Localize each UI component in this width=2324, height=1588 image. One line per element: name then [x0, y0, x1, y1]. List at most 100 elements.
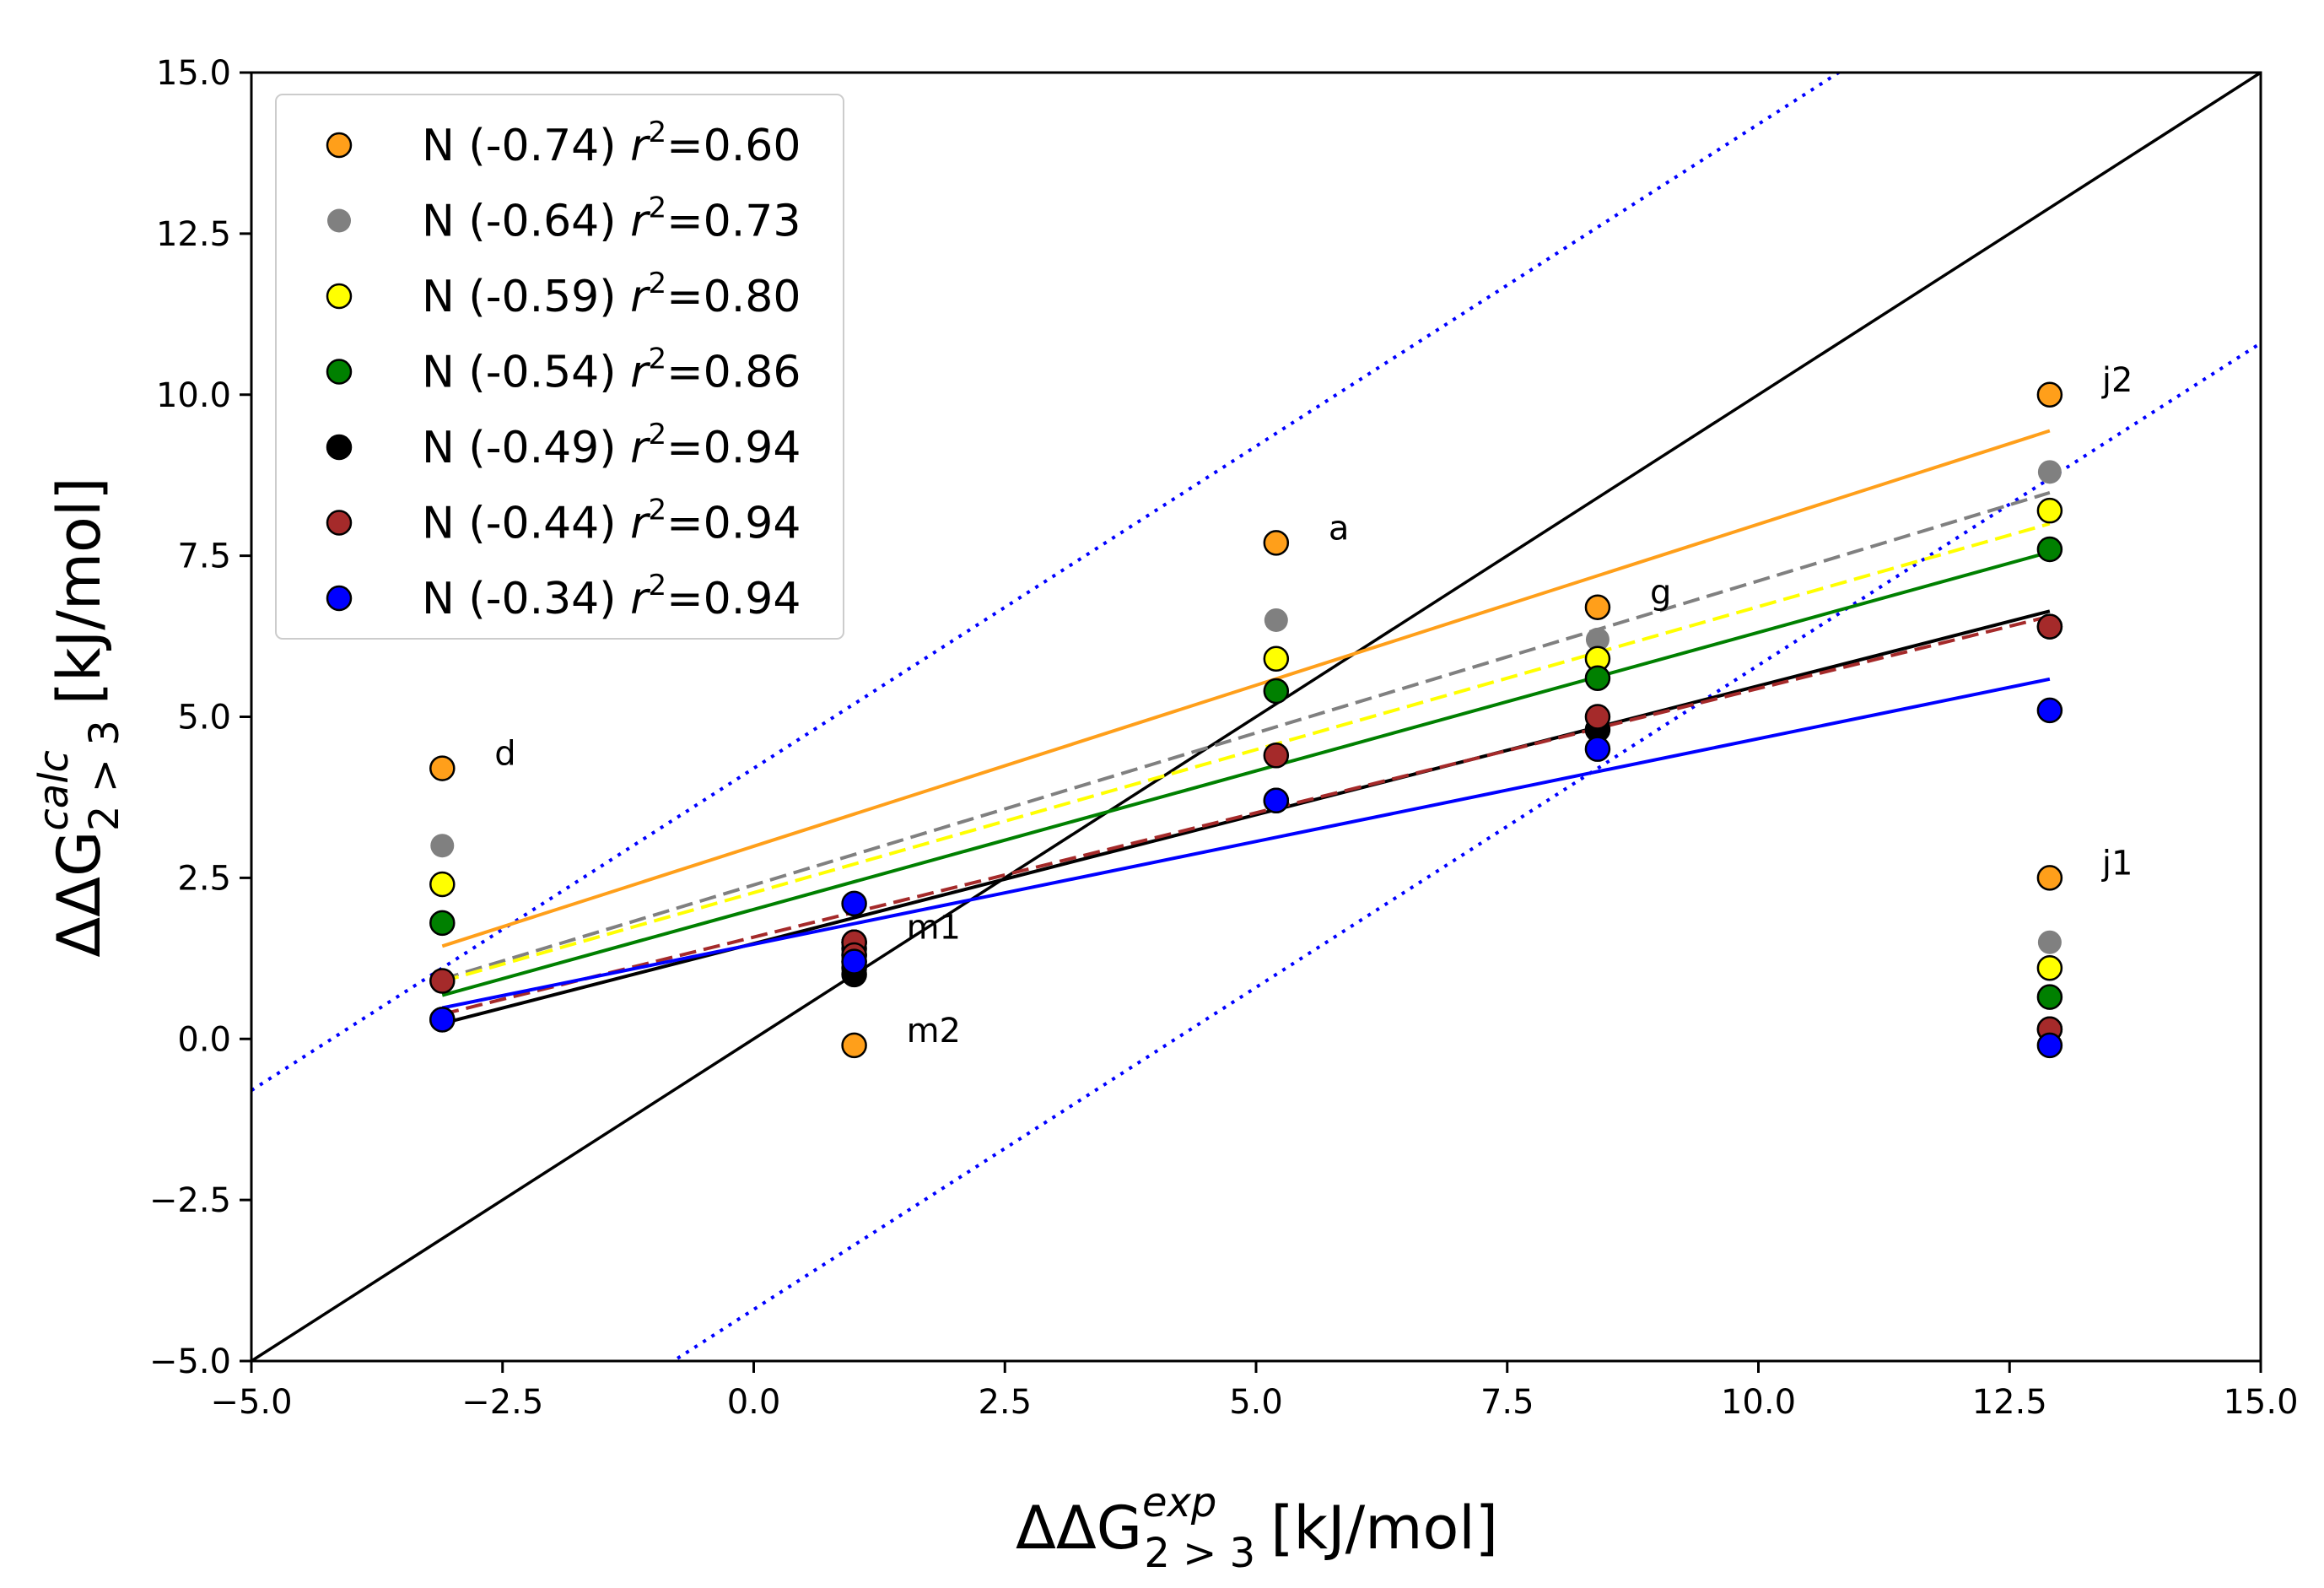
x-axis-title: ΔΔGexp 2 > 3 [kJ/mol]	[1016, 1479, 1498, 1577]
point-label-a: a	[1329, 509, 1350, 548]
fit-line-series-3	[441, 521, 2051, 983]
point-series-6-5	[1584, 704, 1611, 730]
legend-label-6: N (-0.44) r2=0.94	[422, 494, 801, 549]
legend-label-4: N (-0.54) r2=0.86	[422, 343, 801, 398]
fit-lines	[441, 429, 2051, 1025]
y-axis-title-sub: 2 > 3	[81, 720, 128, 831]
y-axis-title-prefix: ΔΔG	[45, 831, 114, 958]
point-series-7-2	[841, 890, 867, 917]
reference-lines	[251, 73, 2261, 1361]
point-series-1-4	[1263, 530, 1290, 556]
point-label-m2: m2	[907, 1012, 961, 1051]
point-series-7-1	[429, 1007, 456, 1033]
legend-r2-value: =0.80	[666, 272, 801, 322]
point-label-d: d	[494, 735, 515, 774]
y-tick-label: −5.0	[149, 1342, 231, 1381]
y-tick-label: 5.0	[177, 699, 231, 737]
point-series-4-4	[1263, 678, 1290, 705]
point-series-6-4	[1263, 743, 1290, 769]
x-tick-label: −2.5	[461, 1383, 543, 1422]
y-axis-title: ΔΔGcalc2 > 3 [kJ/mol]	[30, 477, 128, 957]
legend-marker-6	[326, 510, 353, 536]
point-series-2-6	[2037, 460, 2062, 484]
legend-series-name: N (-0.59)	[422, 272, 630, 322]
point-series-7-6	[2036, 697, 2063, 724]
point-series-7-3	[841, 948, 867, 975]
legend-label-1: N (-0.74) r2=0.60	[422, 116, 801, 171]
legend-series-name: N (-0.49)	[422, 423, 630, 473]
fit-line-series-1	[441, 429, 2051, 948]
x-tick-label: −5.0	[210, 1383, 292, 1422]
legend-r-exponent: 2	[648, 116, 666, 149]
data-points	[429, 381, 2063, 1059]
point-series-4-5	[1584, 665, 1611, 691]
point-series-3-1	[429, 871, 456, 898]
point-series-4-7	[2036, 984, 2063, 1010]
legend-r-symbol: r	[630, 574, 651, 624]
legend-r-exponent: 2	[648, 569, 666, 602]
point-series-4-6	[2036, 536, 2063, 563]
point-series-7-5	[1584, 736, 1611, 762]
reference-line-upper-bound-y-x-4-2	[251, 73, 1842, 1093]
point-series-7-4	[1263, 787, 1290, 814]
x-tick-label: 5.0	[1229, 1383, 1283, 1422]
legend-series-name: N (-0.54)	[422, 348, 630, 398]
legend-marker-7	[326, 585, 353, 612]
legend-r-exponent: 2	[648, 192, 666, 225]
legend-marker-1	[326, 132, 353, 159]
legend-r2-value: =0.94	[666, 574, 801, 624]
legend-label-5: N (-0.49) r2=0.94	[422, 418, 801, 473]
point-label-m1: m1	[907, 909, 961, 948]
point-series-1-3	[841, 1032, 867, 1059]
fit-line-series-6	[441, 614, 2051, 1016]
legend-r-symbol: r	[630, 121, 651, 171]
point-series-1-6	[2036, 381, 2063, 408]
legend-r-symbol: r	[630, 423, 651, 473]
y-axis-ticks: −5.0 −2.5 0.0 2.5 5.0 7.5 10.0 12.5 15.0	[149, 54, 251, 1381]
x-axis-title-prefix: ΔΔG	[1016, 1493, 1142, 1563]
legend-r-exponent: 2	[648, 343, 666, 376]
x-axis-title-sup: exp	[1142, 1479, 1216, 1526]
x-tick-label: 2.5	[978, 1383, 1032, 1422]
fit-line-series-2	[441, 490, 2051, 981]
legend-series-name: N (-0.64)	[422, 197, 630, 247]
legend-series-name: N (-0.44)	[422, 499, 630, 549]
y-axis-title-unit: [kJ/mol]	[45, 477, 114, 705]
legend-label-3: N (-0.59) r2=0.80	[422, 267, 801, 322]
point-series-2-7	[2037, 930, 2062, 954]
point-series-6-1	[429, 968, 456, 994]
legend-series-name: N (-0.34)	[422, 574, 630, 624]
legend-r-symbol: r	[630, 348, 651, 398]
legend-r-symbol: r	[630, 272, 651, 322]
legend-r-exponent: 2	[648, 267, 666, 300]
point-series-2-5	[1585, 627, 1610, 651]
legend-box	[275, 94, 844, 640]
point-series-1-1	[429, 755, 456, 781]
legend: N (-0.74) r2=0.60N (-0.64) r2=0.73N (-0.…	[275, 94, 844, 640]
legend-r-exponent: 2	[648, 418, 666, 451]
legend-label-7: N (-0.34) r2=0.94	[422, 569, 801, 624]
point-labels: d m1 m2 a g j2 j1	[494, 361, 2133, 1051]
y-tick-label: 2.5	[177, 859, 231, 898]
point-series-1-7	[2036, 865, 2063, 891]
legend-r2-value: =0.73	[666, 197, 801, 247]
legend-r-symbol: r	[630, 197, 651, 247]
x-tick-label: 12.5	[1972, 1383, 2047, 1422]
reference-line-identity-y-x	[251, 73, 2261, 1361]
y-tick-label: −2.5	[149, 1181, 231, 1220]
x-tick-label: 10.0	[1721, 1383, 1796, 1422]
y-axis-title-sup: calc	[30, 750, 78, 831]
fit-line-series-7	[441, 677, 2051, 1010]
legend-marker-5	[326, 434, 353, 461]
x-axis-title-unit: [kJ/mol]	[1270, 1493, 1498, 1563]
legend-r-exponent: 2	[648, 494, 666, 527]
legend-marker-3	[326, 283, 353, 310]
point-series-3-4	[1263, 645, 1290, 672]
legend-r2-value: =0.86	[666, 348, 801, 398]
x-tick-label: 7.5	[1480, 1383, 1534, 1422]
legend-label-2: N (-0.64) r2=0.73	[422, 192, 801, 247]
y-tick-label: 15.0	[156, 54, 231, 93]
x-axis-title-sub: 2 > 3	[1144, 1530, 1255, 1577]
point-series-2-1	[430, 834, 455, 858]
